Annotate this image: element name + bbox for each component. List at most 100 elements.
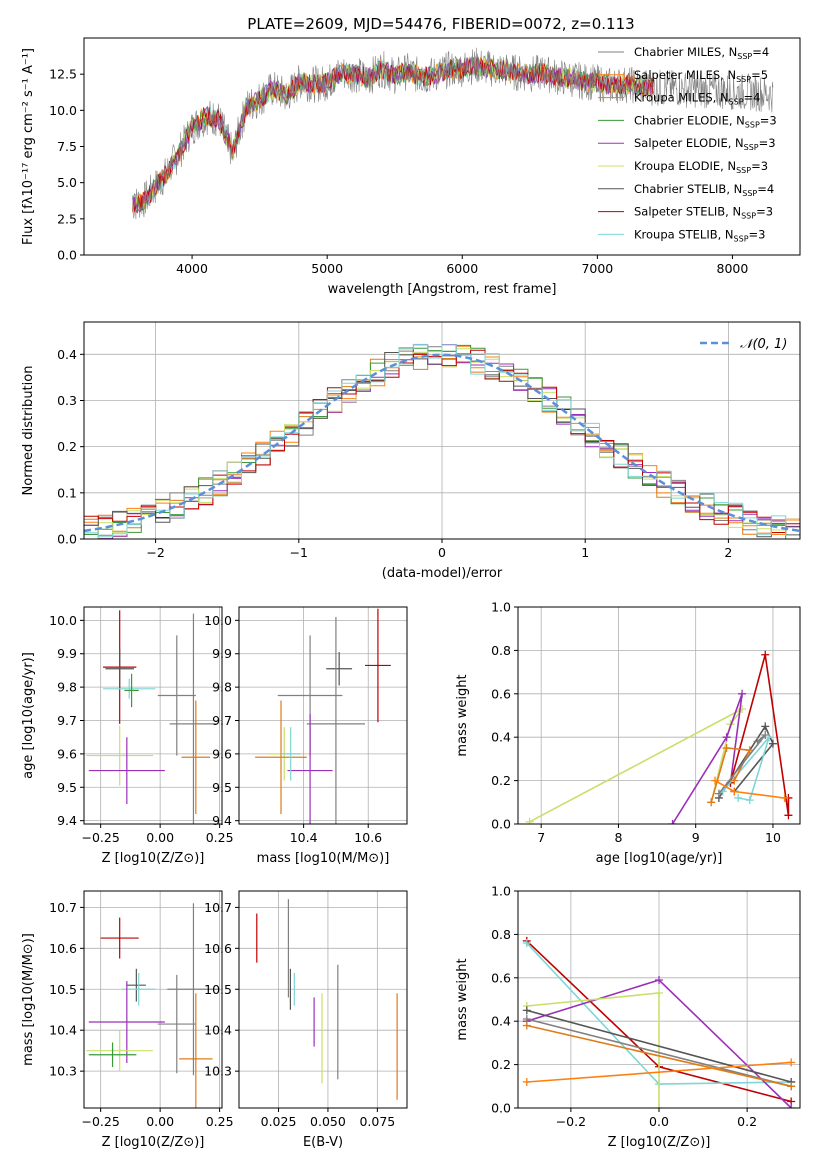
- y-tick-label: 10.4: [204, 1023, 232, 1038]
- y-tick-label: 10.5: [49, 982, 77, 997]
- axes-frame: [517, 606, 801, 825]
- legend-subscript: SSP: [734, 234, 749, 243]
- x-tick-label: 2: [724, 545, 732, 560]
- weight-marker: [522, 1006, 531, 1015]
- legend-entry: Kroupa ELODIE, NSSP=3: [634, 159, 768, 175]
- legend-value: =4: [757, 182, 774, 196]
- y-tick-label: 0.2: [491, 773, 511, 788]
- y-tick-label: 0.0: [57, 532, 77, 547]
- y-tick-label: 9.7: [57, 713, 77, 728]
- y-tick-label: 10.7: [49, 900, 77, 915]
- panel-spectrum: 4000 5000 6000 7000 8000 0.0 2.5 5.0 7.5 10.0 12.5…: [21, 37, 801, 297]
- x-axis-label: Z [log10(Z/Z⊙)]: [608, 1135, 711, 1150]
- legend-entry: Salpeter MILES, NSSP=5: [634, 68, 768, 84]
- y-tick-label: 9.8: [57, 680, 77, 695]
- y-tick-label: 10.6: [49, 941, 77, 956]
- y-tick-label: 0.8: [491, 643, 511, 658]
- legend-value: =4: [744, 91, 761, 105]
- plot-area: [84, 343, 800, 539]
- legend-value: =3: [756, 205, 773, 219]
- plot-area: [256, 899, 398, 1100]
- weight-line: [529, 708, 743, 823]
- weight-line: [729, 654, 790, 816]
- x-tick-label: 0.075: [359, 1114, 395, 1129]
- plot-area: [86, 903, 220, 1108]
- weight-line: [526, 1009, 792, 1083]
- panel-age_vs_mass: 10.4 10.6 9.4 9.5 9.6 9.7 9.8 9.9 10.0 mass [log1…: [204, 606, 408, 866]
- y-tick-label: 0.0: [57, 248, 77, 263]
- y-tick-label: 10.5: [204, 982, 232, 997]
- weight-line: [526, 992, 660, 1108]
- weight-marker: [522, 1077, 531, 1086]
- weight-line: [722, 736, 770, 802]
- y-tick-label: 2.5: [57, 211, 77, 226]
- x-tick-label: 1: [581, 545, 589, 560]
- plot-area: [525, 650, 793, 824]
- weight-marker: [784, 811, 793, 820]
- y-tick-label: 1.0: [491, 884, 511, 899]
- x-axis-label: mass [log10(M/M⊙)]: [257, 851, 390, 866]
- y-tick-label: 0.4: [57, 347, 77, 362]
- x-axis-label: age [log10(age/yr)]: [596, 851, 723, 866]
- x-tick-label: 7: [537, 830, 545, 845]
- weight-marker: [707, 798, 716, 807]
- legend-subscript: SSP: [736, 166, 751, 175]
- x-tick-label: 10: [765, 830, 781, 845]
- x-tick-label: 10.4: [290, 830, 318, 845]
- axes-frame: [83, 37, 801, 256]
- weight-marker: [522, 939, 531, 948]
- x-tick-label: −1: [290, 545, 308, 560]
- y-tick-label: 9.6: [212, 746, 232, 761]
- weight-line: [671, 693, 743, 824]
- y-tick-label: 10.0: [204, 613, 232, 628]
- weight-line: [526, 1018, 792, 1088]
- x-tick-label: 0.2: [737, 1114, 757, 1129]
- legend-subscript: SSP: [745, 120, 760, 129]
- legend-entry: Chabrier MILES, NSSP=4: [634, 45, 769, 61]
- y-axis-label: Flux [fλ10⁻¹⁷ erg cm⁻² s⁻¹ A⁻¹]: [21, 48, 36, 245]
- legend-entry: 𝒩(0, 1): [740, 337, 787, 352]
- weight-marker: [522, 1021, 531, 1030]
- plot-area: [522, 936, 796, 1108]
- x-tick-label: 9: [692, 830, 700, 845]
- y-tick-label: 9.4: [57, 813, 77, 828]
- weight-marker: [734, 793, 743, 802]
- residual-histogram: [84, 349, 800, 533]
- panel-residuals: −2 −1 0 1 2 0.0 0.1 0.2 0.3 0.4 (data-model)/error…: [21, 321, 801, 581]
- panel-weight_vs_Z: −0.2 0.0 0.2 0.0 0.2 0.4 0.6 0.8 1.0 Z [log10(Z/Z…: [455, 884, 801, 1150]
- y-tick-label: 0.6: [491, 686, 511, 701]
- plot-area: [86, 610, 218, 824]
- weight-marker: [787, 1104, 796, 1108]
- y-tick-label: 0.2: [491, 1057, 511, 1072]
- y-tick-label: 9.9: [212, 646, 232, 661]
- plot-area: [255, 608, 391, 824]
- x-tick-label: 0.050: [310, 1114, 346, 1129]
- y-tick-label: 10.4: [49, 1023, 77, 1038]
- x-tick-label: 0.25: [206, 1114, 234, 1129]
- x-tick-label: 8000: [717, 261, 749, 276]
- weight-marker: [738, 689, 747, 698]
- x-tick-label: 10.6: [354, 830, 382, 845]
- legend-value: =3: [751, 159, 768, 173]
- y-tick-label: 10.0: [49, 103, 77, 118]
- y-tick-label: 0.0: [491, 817, 511, 832]
- x-axis-label: wavelength [Angstrom, rest frame]: [328, 282, 557, 297]
- legend-subscript: SSP: [742, 189, 757, 198]
- weight-marker: [711, 776, 720, 785]
- x-tick-label: 6000: [446, 261, 478, 276]
- x-tick-label: −2: [146, 545, 164, 560]
- weight-marker: [655, 975, 663, 984]
- weight-marker: [655, 988, 663, 997]
- legend-subscript: SSP: [741, 212, 756, 221]
- x-tick-label: 0.025: [261, 1114, 297, 1129]
- y-axis-label: Normed distribution: [21, 366, 36, 496]
- panel-mass_vs_Z: −0.25 0.00 0.25 10.3 10.4 10.5 10.6 10.7 Z [log1…: [21, 890, 234, 1150]
- weight-marker: [730, 787, 739, 796]
- y-tick-label: 0.4: [491, 1014, 511, 1029]
- legend-value: =4: [752, 45, 769, 59]
- gaussian-curve: [84, 353, 800, 533]
- y-tick-label: 10.3: [49, 1064, 77, 1079]
- weight-line: [526, 1024, 792, 1088]
- weight-marker: [722, 733, 731, 742]
- weight-marker: [525, 817, 534, 824]
